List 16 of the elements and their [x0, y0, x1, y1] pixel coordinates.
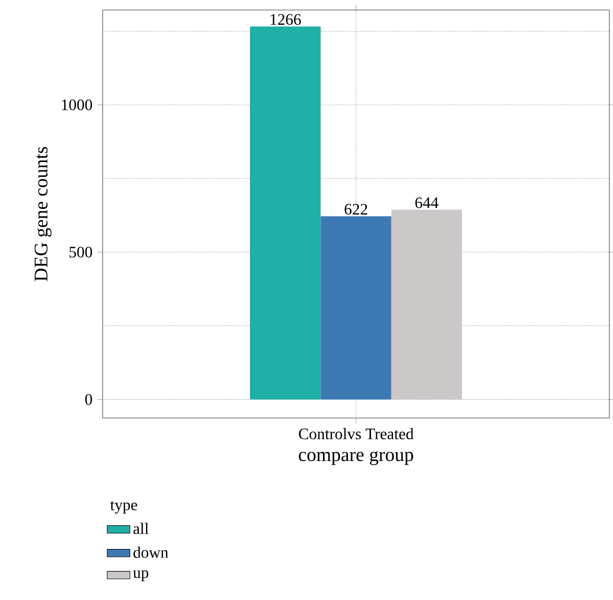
y-tick-label: 1000: [62, 99, 92, 110]
y-axis-title: DEG gene counts: [34, 146, 52, 282]
legend-label: down: [133, 546, 168, 558]
legend-label: up: [133, 570, 148, 582]
y-tick-label: 500: [70, 246, 92, 258]
x-axis-title: compare group: [298, 451, 414, 466]
data-label: 622: [344, 204, 368, 215]
x-tick-label: Controlvs Treated: [298, 428, 414, 440]
legend-title: type: [110, 501, 138, 514]
data-label: 644: [415, 197, 438, 208]
bar: [391, 210, 462, 400]
data-label: 1266: [270, 14, 301, 25]
bar: [250, 26, 321, 400]
legend-label: all: [133, 522, 149, 534]
bar: [320, 216, 392, 400]
y-tick-label: 0: [85, 394, 92, 405]
